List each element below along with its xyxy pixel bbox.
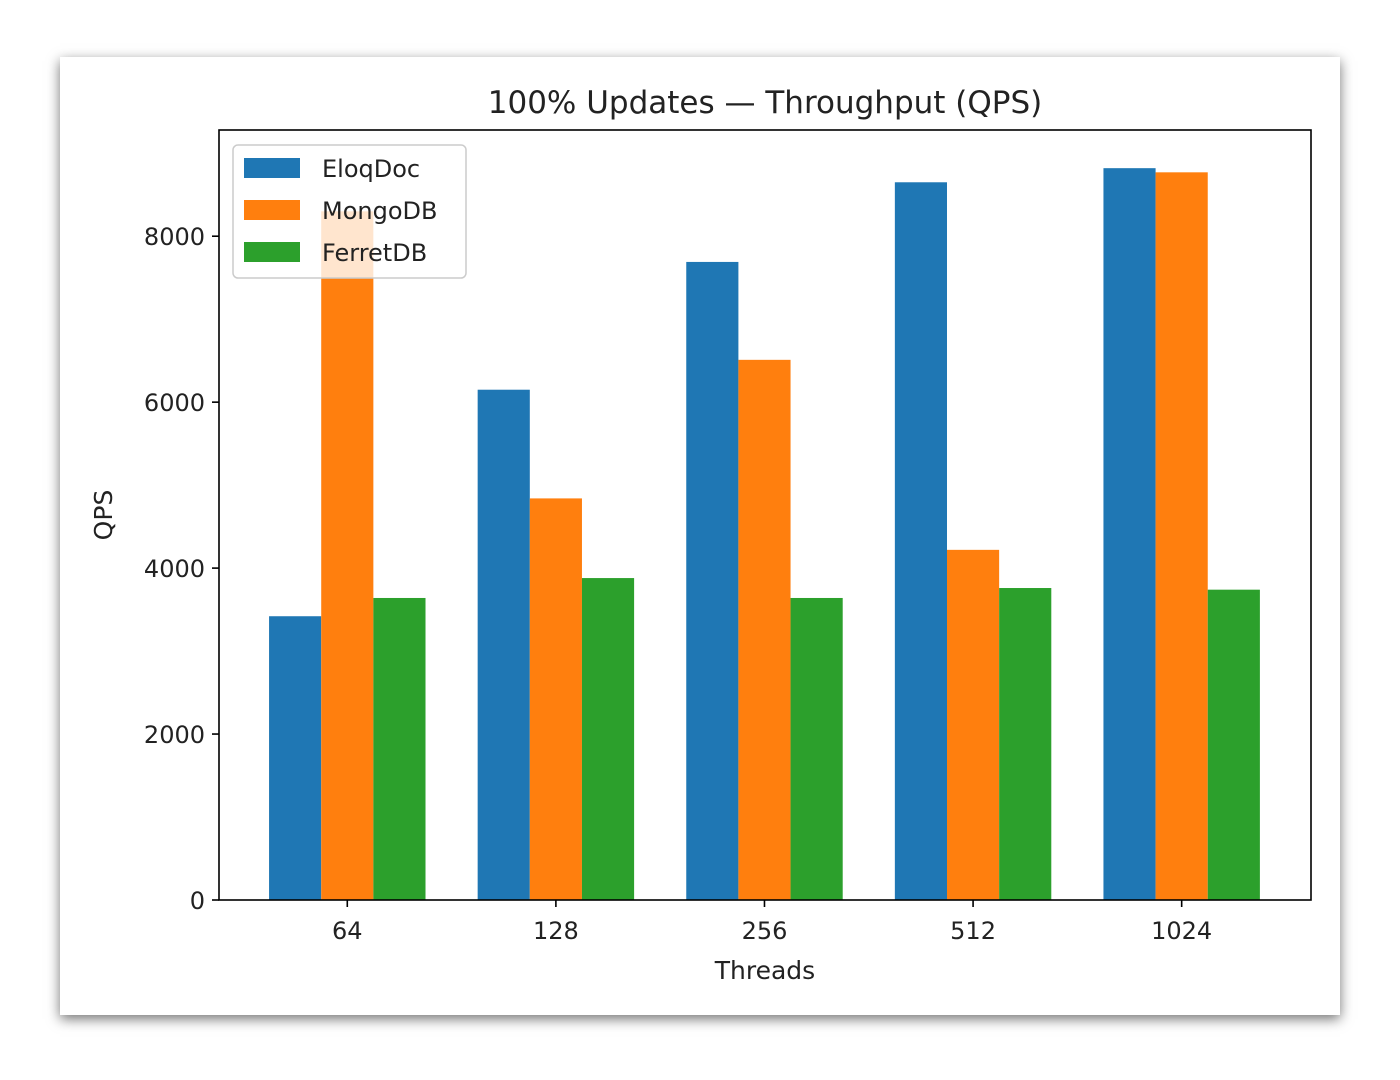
legend-swatch-mongodb <box>244 200 300 220</box>
y-tick-label: 0 <box>190 887 205 915</box>
y-tick-label: 8000 <box>144 223 205 251</box>
x-tick-label: 1024 <box>1151 917 1212 945</box>
legend-swatch-eloqdoc <box>244 158 300 178</box>
y-tick-label: 4000 <box>144 555 205 583</box>
y-tick-label: 2000 <box>144 721 205 749</box>
bar-ferretdb-64 <box>373 597 426 900</box>
x-tick-label: 64 <box>332 917 363 945</box>
y-axis-label: QPS <box>89 490 118 541</box>
legend-label-ferretdb: FerretDB <box>322 239 427 267</box>
bar-ferretdb-128 <box>581 578 635 900</box>
bar-ferretdb-512 <box>999 588 1052 900</box>
bar-ferretdb-256 <box>790 597 843 900</box>
chart-title: 100% Updates — Throughput (QPS) <box>488 85 1043 121</box>
y-tick-label: 6000 <box>144 389 205 417</box>
bar-mongodb-512 <box>947 549 1000 900</box>
legend-label-eloqdoc: EloqDoc <box>322 155 420 183</box>
bar-mongodb-64 <box>321 211 374 901</box>
x-axis-label: Threads <box>714 956 815 985</box>
bar-eloqdoc-512 <box>894 182 947 901</box>
bar-eloqdoc-64 <box>269 616 322 900</box>
bar-eloqdoc-128 <box>477 389 530 900</box>
bar-mongodb-1024 <box>1155 172 1208 901</box>
bar-mongodb-128 <box>529 498 582 900</box>
legend-swatch-ferretdb <box>244 242 300 262</box>
x-tick-label: 256 <box>742 917 788 945</box>
x-tick-label: 128 <box>533 917 579 945</box>
bar-ferretdb-1024 <box>1207 589 1260 900</box>
bar-eloqdoc-256 <box>686 261 739 900</box>
x-tick-label: 512 <box>950 917 996 945</box>
bar-eloqdoc-1024 <box>1103 168 1156 901</box>
bar-mongodb-256 <box>738 359 791 900</box>
legend-label-mongodb: MongoDB <box>322 197 437 225</box>
